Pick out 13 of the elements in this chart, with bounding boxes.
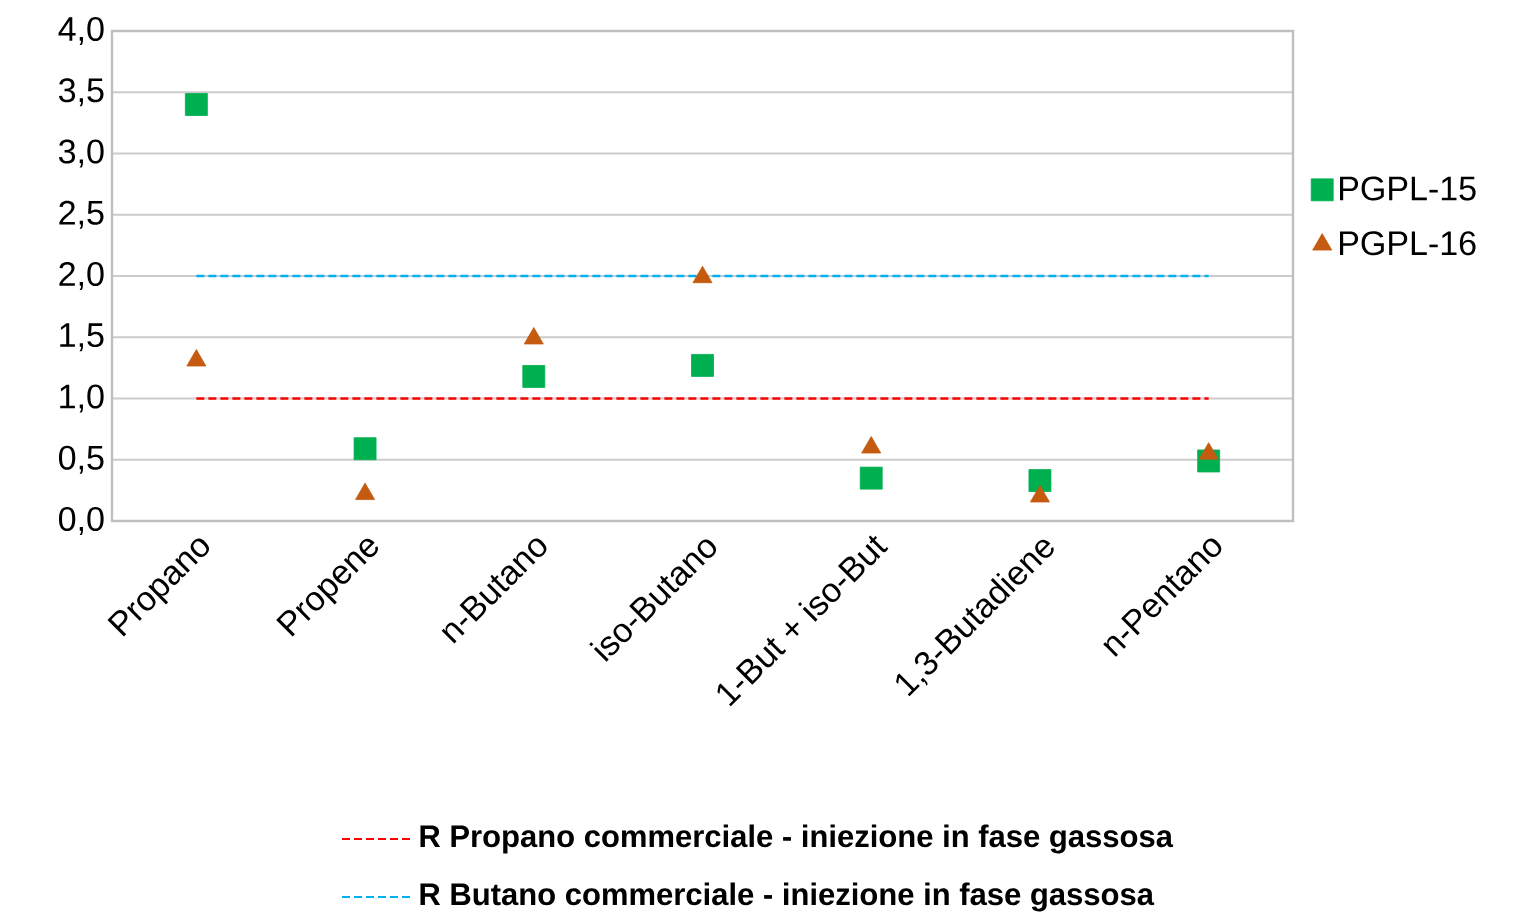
legend-label: PGPL-16 [1340, 231, 1476, 256]
y-tick-label: 4,0 [58, 17, 104, 46]
y-tick-label: 1,0 [60, 384, 104, 413]
legend-label: R Propano commerciale - iniezione in fase gassosa [420, 824, 1174, 854]
legend-label: R Butano commerciale - iniezione in fase gassosa [420, 882, 1155, 912]
y-tick-label: 0,5 [58, 445, 104, 475]
legend-label: PGPL-15 [1340, 176, 1476, 201]
y-tick-label: 2,5 [59, 200, 104, 230]
y-tick-label: 3,0 [58, 139, 104, 168]
y-tick-label: 2,0 [59, 262, 104, 291]
y-tick-label: 1,5 [60, 323, 104, 352]
y-tick-label: 3,5 [58, 78, 104, 107]
y-tick-label: 0,0 [58, 507, 104, 536]
